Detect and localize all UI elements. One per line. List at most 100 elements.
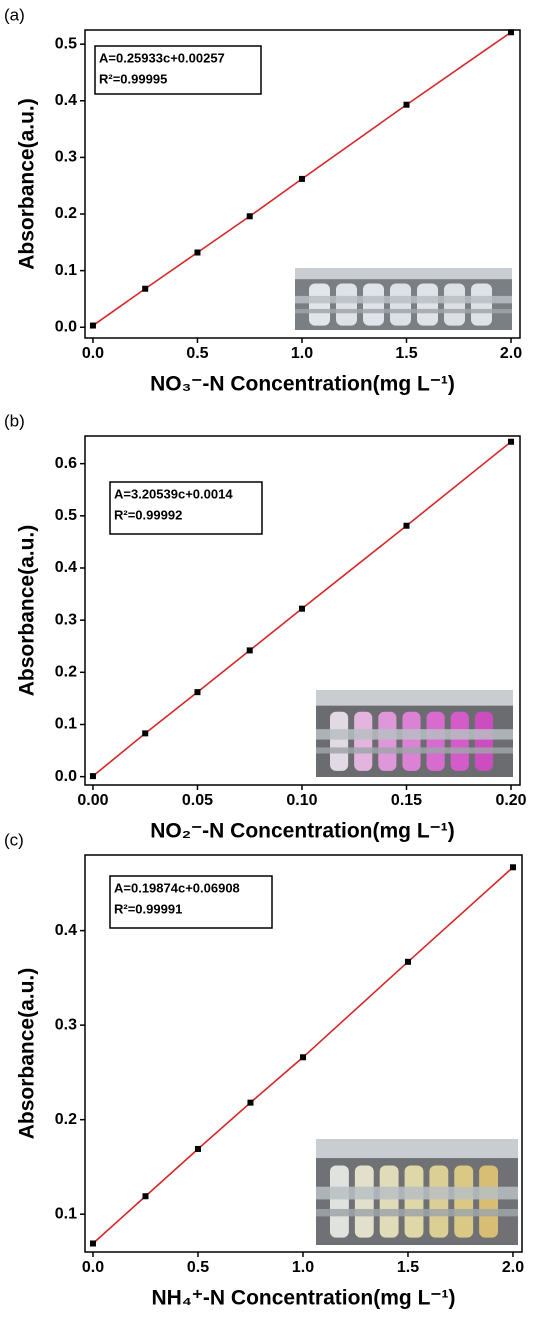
tube xyxy=(405,1166,424,1238)
x-tick-label: 0.0 xyxy=(82,345,104,362)
panel-label: (b) xyxy=(4,411,25,430)
data-point xyxy=(299,176,305,182)
y-tick-label: 0.1 xyxy=(55,716,77,733)
data-point xyxy=(90,1240,96,1246)
x-tick-label: 0.0 xyxy=(82,1259,104,1276)
tube xyxy=(417,284,438,326)
rack-back xyxy=(316,1139,518,1158)
y-tick-label: 0.0 xyxy=(55,768,77,785)
tube xyxy=(451,712,469,771)
y-tick-label: 0.4 xyxy=(55,559,77,576)
data-point xyxy=(142,1193,148,1199)
data-point xyxy=(300,1054,306,1060)
y-tick-label: 0.5 xyxy=(55,507,77,524)
data-point xyxy=(405,959,411,965)
rack-bar xyxy=(295,309,512,313)
x-tick-label: 0.20 xyxy=(495,792,526,809)
y-tick-label: 0.3 xyxy=(55,1016,77,1033)
annotation: A=0.25933c+0.00257 xyxy=(99,50,225,65)
data-point xyxy=(508,439,514,445)
y-tick-label: 0.2 xyxy=(55,664,77,681)
x-tick-label: 0.5 xyxy=(186,345,208,362)
y-tick-label: 0.2 xyxy=(55,205,77,222)
data-point xyxy=(142,730,148,736)
y-tick-label: 0.4 xyxy=(55,92,77,109)
tube xyxy=(355,1166,374,1238)
tube xyxy=(380,1166,399,1238)
data-point xyxy=(510,864,516,870)
rack-bar xyxy=(316,729,513,739)
rack-back xyxy=(295,268,512,279)
x-tick-label: 1.0 xyxy=(292,1259,314,1276)
x-tick-label: 0.10 xyxy=(286,792,317,809)
x-axis-title: NO₂⁻-N Concentration(mg L⁻¹) xyxy=(150,820,454,843)
data-point xyxy=(90,773,96,779)
rack-bar xyxy=(295,296,512,303)
rack-bar xyxy=(316,1187,518,1200)
tube xyxy=(330,712,348,771)
x-axis-title: NO₃⁻-N Concentration(mg L⁻¹) xyxy=(150,373,455,396)
y-tick-label: 0.2 xyxy=(55,1111,77,1128)
data-point xyxy=(194,689,200,695)
y-tick-label: 0.3 xyxy=(55,149,77,166)
tube xyxy=(427,712,445,771)
y-tick-label: 0.0 xyxy=(55,318,77,335)
y-axis-title: Absorbance(a.u.) xyxy=(16,968,39,1140)
annotation: A=3.20539c+0.0014 xyxy=(114,486,233,501)
x-tick-label: 1.5 xyxy=(395,345,417,362)
data-point xyxy=(508,29,514,35)
y-tick-label: 0.1 xyxy=(55,1205,77,1222)
data-point xyxy=(195,1146,201,1152)
x-tick-label: 2.0 xyxy=(502,1259,524,1276)
x-tick-label: 0.5 xyxy=(187,1259,209,1276)
y-tick-label: 0.5 xyxy=(55,35,77,52)
tube xyxy=(429,1166,448,1238)
x-tick-label: 0.15 xyxy=(391,792,422,809)
x-tick-label: 1.5 xyxy=(397,1259,419,1276)
x-tick-label: 0.05 xyxy=(182,792,213,809)
tube xyxy=(354,712,372,771)
data-point xyxy=(142,286,148,292)
panel-label: (a) xyxy=(4,5,25,24)
tube xyxy=(330,1166,349,1238)
tube xyxy=(479,1166,498,1238)
tube xyxy=(471,284,492,326)
panel-label: (c) xyxy=(4,830,24,849)
tube xyxy=(378,712,396,771)
y-tick-label: 0.3 xyxy=(55,611,77,628)
y-tick-label: 0.6 xyxy=(55,455,77,472)
y-tick-label: 0.4 xyxy=(55,922,77,939)
page: {"chart_data": [ {"type": "line", "panel… xyxy=(0,0,536,1338)
annotation: R²=0.99995 xyxy=(99,71,167,86)
rack-back xyxy=(316,690,513,706)
x-tick-label: 0.00 xyxy=(77,792,108,809)
tube xyxy=(309,284,330,326)
tube xyxy=(402,712,420,771)
tube xyxy=(444,284,465,326)
rack-bar xyxy=(316,747,513,753)
data-point xyxy=(90,323,96,329)
annotation: R²=0.99992 xyxy=(114,507,182,522)
x-axis-title: NH₄⁺-N Concentration(mg L⁻¹) xyxy=(152,1287,456,1310)
data-point xyxy=(194,250,200,256)
x-tick-label: 2.0 xyxy=(500,345,522,362)
data-point xyxy=(403,102,409,108)
rack-bar xyxy=(316,1209,518,1216)
annotation: A=0.19874c+0.06908 xyxy=(114,880,240,895)
figure: 0.0 0.5 1.0 1.5 2.0 0.0 0.1 0.2 0.3 0.4 0.5 NO₃⁻-N … xyxy=(0,0,536,1338)
tube xyxy=(454,1166,473,1238)
data-point xyxy=(403,523,409,529)
y-tick-label: 0.1 xyxy=(55,262,77,279)
data-point xyxy=(247,647,253,653)
data-point xyxy=(247,1100,253,1106)
x-tick-label: 1.0 xyxy=(291,345,313,362)
data-point xyxy=(299,606,305,612)
y-axis-title: Absorbance(a.u.) xyxy=(16,98,39,270)
tube xyxy=(475,712,493,771)
annotation: R²=0.99991 xyxy=(114,901,182,916)
tube xyxy=(363,284,384,326)
y-axis-title: Absorbance(a.u.) xyxy=(16,525,39,697)
data-point xyxy=(247,213,253,219)
tube xyxy=(336,284,357,326)
tube xyxy=(390,284,411,326)
